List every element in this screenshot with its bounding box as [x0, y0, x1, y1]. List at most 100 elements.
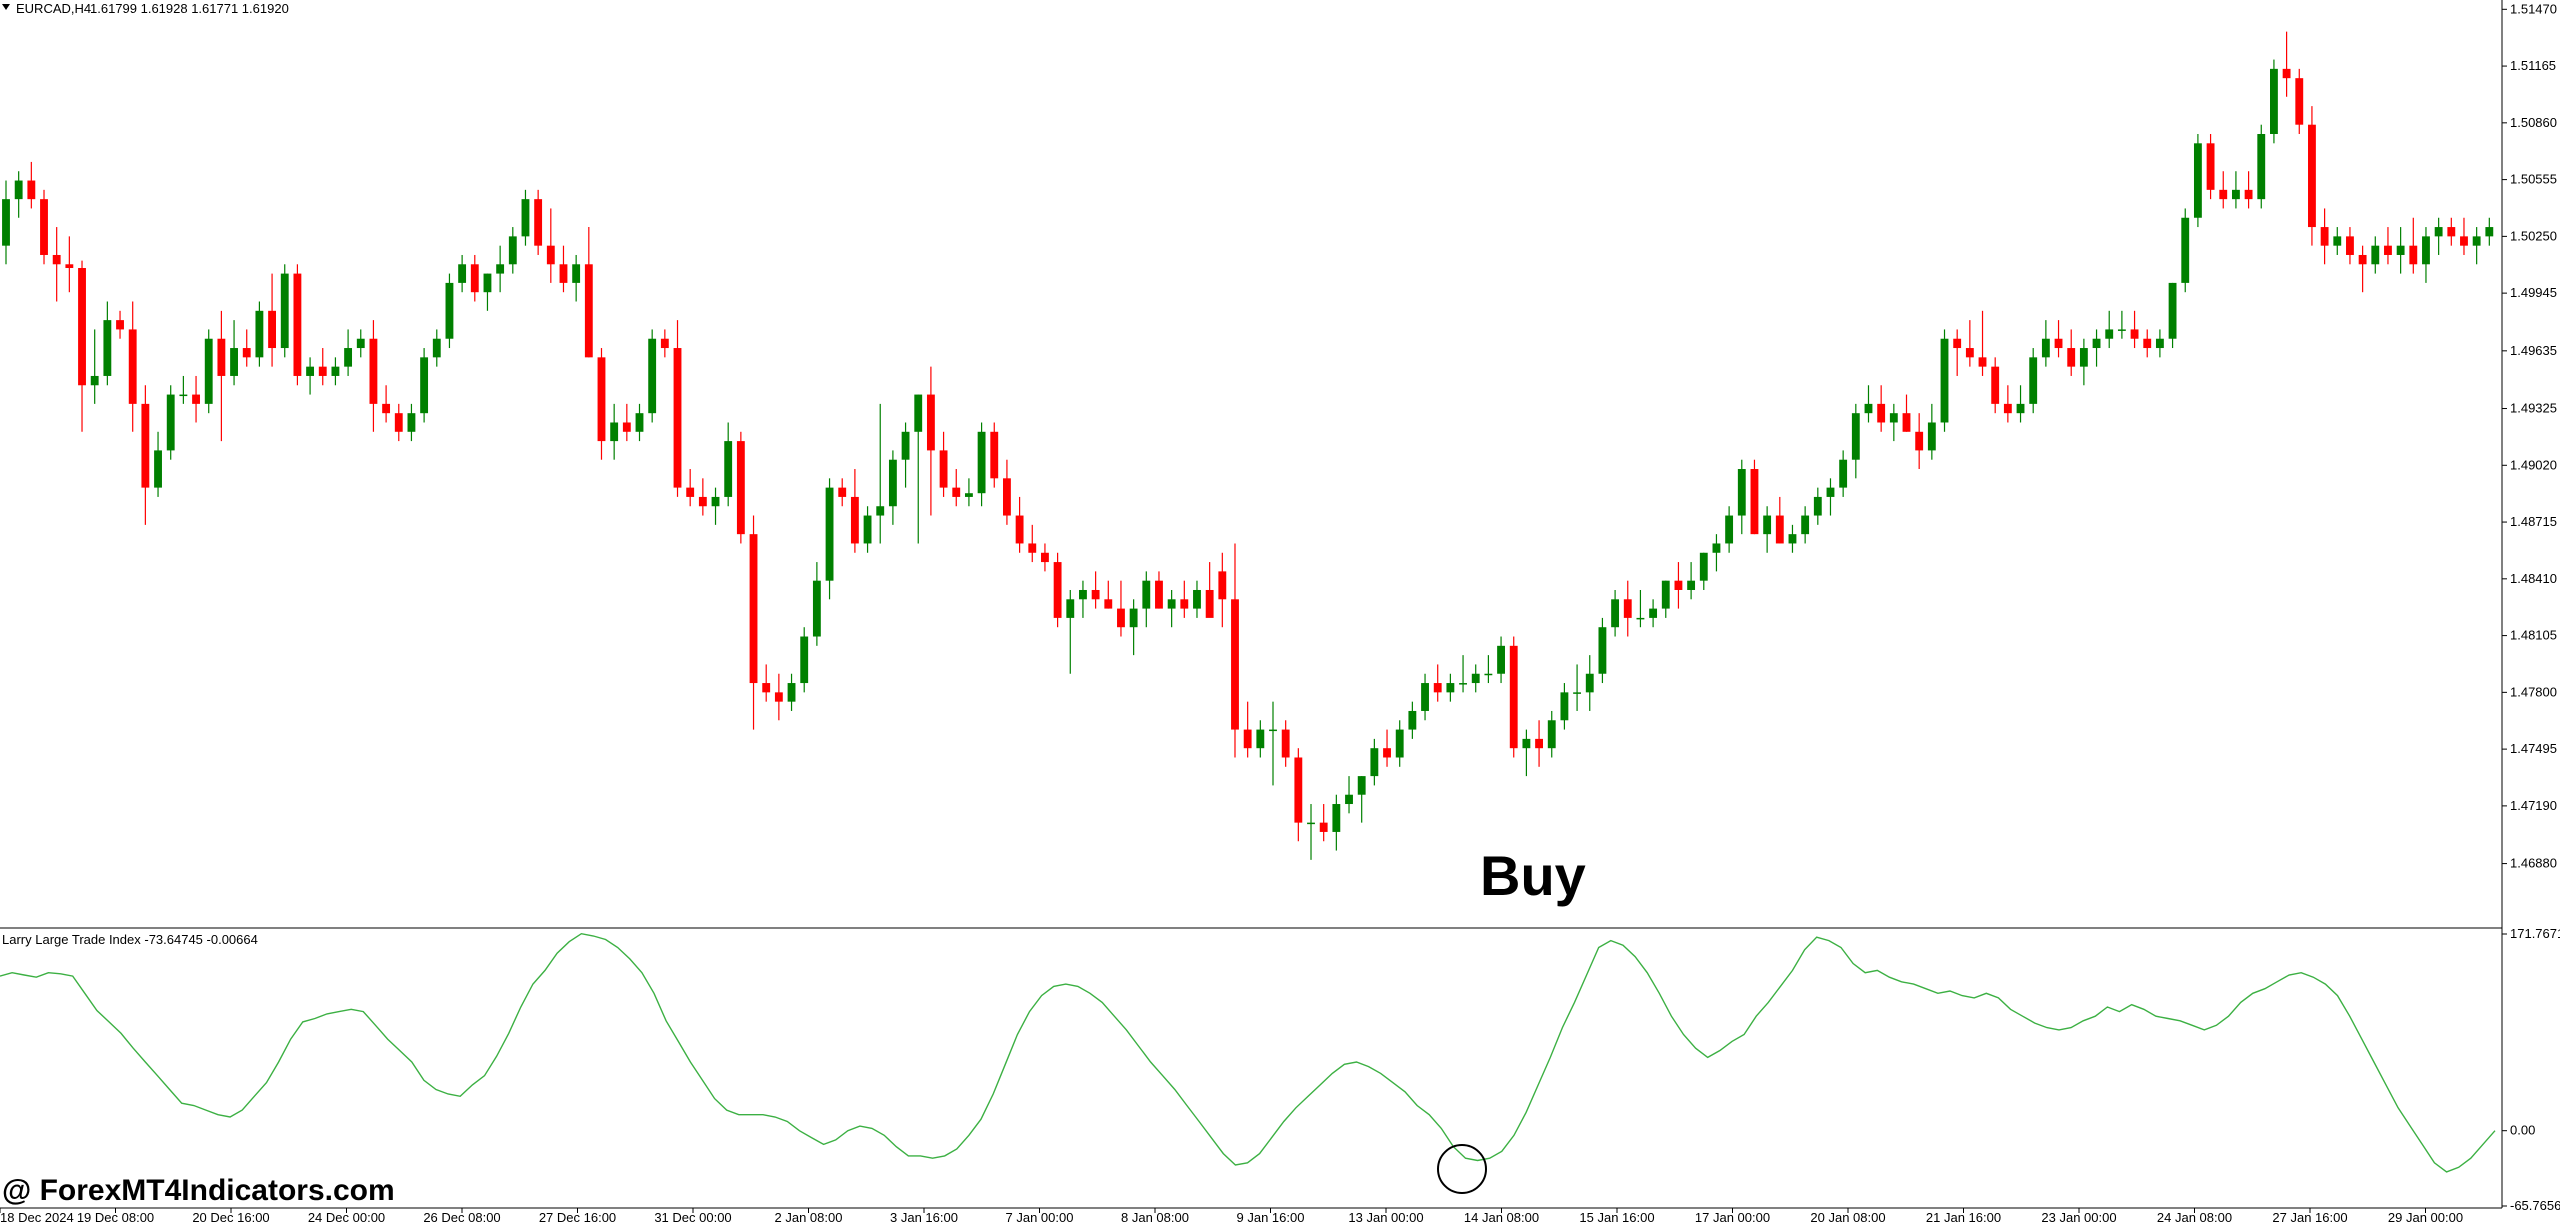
candle-body — [1623, 599, 1632, 618]
candle-body — [597, 357, 606, 442]
candle-body — [78, 268, 86, 386]
candle-body — [1332, 804, 1341, 832]
candle-body — [356, 338, 365, 349]
candle-body — [2384, 245, 2392, 255]
candle-body — [2447, 227, 2456, 237]
candle-body — [1953, 338, 1962, 349]
candle-body — [2130, 329, 2139, 339]
price-tick-label: 1.47495 — [2510, 741, 2557, 756]
candles — [2, 31, 2494, 860]
candle-body — [724, 441, 733, 497]
candle-body — [2434, 227, 2443, 237]
candle-body — [52, 254, 61, 265]
candle-body — [2079, 348, 2088, 367]
candle-body — [1649, 608, 1658, 618]
candle-body — [673, 348, 682, 488]
candle-body — [1345, 794, 1353, 805]
candle-body — [432, 338, 441, 358]
candle-body — [610, 422, 619, 442]
indicator-title: Larry Large Trade Index -73.64745 -0.006… — [2, 932, 258, 947]
time-tick-label: 26 Dec 08:00 — [423, 1210, 500, 1225]
candle-body — [1307, 822, 1315, 825]
price-tick-label: 1.50555 — [2510, 172, 2557, 187]
candle-body — [534, 199, 543, 246]
candle-body — [1560, 692, 1569, 721]
candle-body — [1547, 720, 1556, 749]
candle-body — [1408, 710, 1417, 730]
candle-body — [2206, 143, 2215, 190]
candle-body — [635, 413, 644, 432]
candle-body — [483, 273, 492, 293]
candle-body — [2472, 236, 2481, 246]
candle-body — [1243, 729, 1252, 749]
candle-body — [1180, 599, 1189, 609]
candle-body — [648, 338, 657, 414]
candle-body — [2244, 189, 2253, 200]
candle-body — [2193, 143, 2202, 218]
candle-body — [14, 180, 23, 200]
candle-body — [293, 273, 302, 376]
price-pane[interactable] — [2, 31, 2494, 860]
time-tick-label: 24 Dec 00:00 — [308, 1210, 385, 1225]
candle-body — [1383, 748, 1391, 758]
buy-label: Buy — [1480, 844, 1586, 907]
candle-body — [1851, 413, 1860, 460]
candle-body — [1497, 645, 1505, 674]
candle-body — [2270, 68, 2278, 135]
time-tick-label: 19 Dec 08:00 — [77, 1210, 154, 1225]
candle-body — [901, 431, 910, 460]
indicator-tick-label: -65.7656 — [2510, 1198, 2560, 1213]
indicator-line — [0, 932, 2496, 1173]
candle-body — [40, 199, 48, 255]
candle-body — [559, 264, 568, 283]
ohlc-label: 1.61799 1.61928 1.61771 1.61920 — [90, 1, 289, 16]
candle-body — [888, 459, 897, 507]
time-tick-label: 20 Dec 16:00 — [192, 1210, 269, 1225]
time-tick-label: 18 Dec 2024 — [0, 1210, 74, 1225]
candle-body — [2105, 329, 2114, 339]
candle-body — [369, 338, 378, 404]
candle-body — [217, 338, 226, 376]
candle-body — [1636, 617, 1645, 620]
candle-body — [2231, 189, 2240, 200]
candle-body — [1826, 487, 1835, 497]
candle-body — [2460, 236, 2468, 246]
candle-body — [394, 413, 403, 432]
candle-body — [268, 310, 276, 349]
candle-body — [1801, 515, 1810, 535]
indicator-axis: 171.7671 0.00 -65.7656 — [2502, 926, 2560, 1213]
price-tick-label: 1.49635 — [2510, 343, 2557, 358]
candle-body — [1446, 683, 1455, 693]
symbol-label: EURCAD,H4 — [16, 1, 91, 16]
candle-body — [116, 320, 124, 330]
candle-body — [1725, 515, 1734, 544]
time-tick-label: 15 Jan 16:00 — [1579, 1210, 1654, 1225]
indicator-pane[interactable] — [0, 932, 2496, 1173]
candle-body — [2, 199, 10, 246]
candle-body — [1041, 552, 1049, 563]
candle-body — [306, 366, 315, 376]
candle-body — [939, 450, 948, 488]
candle-body — [622, 422, 631, 432]
candle-body — [141, 403, 150, 488]
candle-body — [2358, 254, 2367, 265]
candle-body — [698, 496, 707, 507]
time-tick-label: 8 Jan 08:00 — [1121, 1210, 1189, 1225]
price-tick-label: 1.51470 — [2510, 1, 2557, 16]
triangle-down-icon[interactable] — [2, 4, 10, 10]
candle-body — [280, 273, 289, 349]
candle-body — [1079, 589, 1087, 600]
price-tick-label: 1.48715 — [2510, 514, 2557, 529]
candle-body — [2422, 236, 2430, 265]
candle-body — [1155, 580, 1163, 609]
candle-body — [1522, 738, 1531, 749]
candle-body — [749, 534, 758, 684]
candle-body — [1535, 738, 1543, 749]
candle-body — [863, 515, 872, 544]
time-tick-label: 3 Jan 16:00 — [890, 1210, 958, 1225]
candle-body — [1357, 776, 1366, 795]
candle-body — [2396, 245, 2405, 255]
candle-body — [65, 264, 74, 269]
